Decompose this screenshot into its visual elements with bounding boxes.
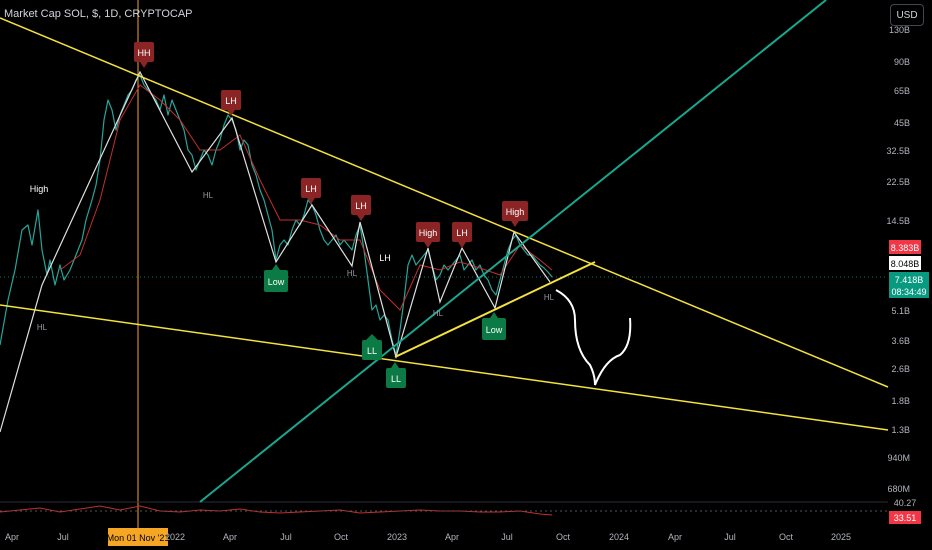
- price-axis-tick: 2.6B: [891, 364, 910, 374]
- svg-text:Low: Low: [486, 325, 503, 335]
- svg-text:LH: LH: [355, 201, 367, 211]
- time-axis-tick: 2023: [386, 532, 408, 542]
- rsi-value-top: 40.27: [894, 498, 917, 508]
- crosshair-date-bg: [108, 528, 168, 546]
- time-axis-tick: Apr: [667, 532, 683, 542]
- time-axis-tick: Apr: [222, 532, 238, 542]
- svg-text:LH: LH: [456, 228, 468, 238]
- time-axis-tick: Apr: [4, 532, 20, 542]
- time-axis-tick: Jul: [724, 532, 736, 542]
- price-axis-tick: 14.5B: [886, 216, 910, 226]
- rsi-value-current: 33.51: [894, 513, 917, 523]
- price-axis-tick: 1.8B: [891, 396, 910, 406]
- svg-text:High: High: [506, 207, 525, 217]
- marker-low-1: Low: [264, 264, 288, 292]
- moving-average-line: [59, 84, 553, 311]
- price-axis-tick: 22.5B: [886, 177, 910, 187]
- price-badge-upper-bg: [889, 240, 921, 254]
- price-line: [0, 74, 553, 356]
- price-badge-mid: 8.048B: [891, 259, 920, 269]
- label-lh-white: LH: [379, 253, 391, 263]
- svg-text:HH: HH: [138, 48, 151, 58]
- svg-text:LH: LH: [305, 184, 317, 194]
- marker-high-2: High: [502, 201, 528, 227]
- price-axis-tick: 45B: [893, 118, 910, 128]
- price-badge-upper: 8.383B: [891, 243, 920, 253]
- time-axis-tick: Jul: [57, 532, 69, 542]
- marker-lh-2: LH: [301, 178, 321, 204]
- svg-text:LL: LL: [367, 346, 377, 356]
- marker-low-2: Low: [482, 312, 506, 340]
- price-axis-tick: 32.5B: [886, 146, 910, 156]
- svg-text:LH: LH: [225, 96, 237, 106]
- price-axis-tick: 940M: [887, 453, 910, 463]
- short-support-trendline: [394, 261, 596, 358]
- price-badge-current-bg: [889, 272, 929, 298]
- label-hl-3: HL: [347, 269, 358, 278]
- marker-lh-3: LH: [351, 195, 371, 221]
- price-axis-tick: 680M: [887, 484, 910, 494]
- time-axis-tick: Jul: [501, 532, 513, 542]
- time-axis-tick: Oct: [333, 532, 349, 542]
- projection-drawing: [555, 289, 632, 386]
- time-axis-tick: Oct: [555, 532, 571, 542]
- price-axis-tick: 5.1B: [891, 306, 910, 316]
- marker-high-1: High: [416, 222, 440, 248]
- label-high-white: High: [30, 184, 49, 194]
- teal-trendline: [199, 0, 827, 503]
- price-badge-current: 7.418B: [895, 275, 924, 285]
- time-axis-tick: 2022: [164, 532, 186, 542]
- time-axis-tick: Apr: [444, 532, 460, 542]
- marker-ll-1: LL: [362, 334, 382, 360]
- label-hl-2: HL: [203, 191, 214, 200]
- svg-text:High: High: [419, 228, 438, 238]
- currency-button[interactable]: USD: [890, 4, 924, 26]
- price-axis-tick: 1.3B: [891, 425, 910, 435]
- price-badge-countdown: 08:34:49: [891, 287, 926, 297]
- price-axis-tick: 3.6B: [891, 336, 910, 346]
- svg-text:LL: LL: [391, 374, 401, 384]
- chart-title: Market Cap SOL, $, 1D, CRYPTOCAP: [4, 8, 193, 20]
- time-axis-tick: 2025: [830, 532, 852, 542]
- time-axis-tick: 2024: [608, 532, 630, 542]
- crosshair-date: Mon 01 Nov '21: [107, 533, 170, 543]
- price-axis-tick: 90B: [893, 57, 910, 67]
- marker-lh-1: LH: [221, 90, 241, 116]
- marker-ll-2: LL: [386, 362, 406, 388]
- svg-text:Low: Low: [268, 277, 285, 287]
- price-axis-tick: 130B: [888, 25, 910, 35]
- lower-trendline: [0, 304, 889, 431]
- marker-hh: HH: [134, 42, 154, 68]
- price-axis-tick: 65B: [893, 86, 910, 96]
- label-hl-1: HL: [37, 323, 48, 332]
- upper-trendline: [0, 17, 889, 388]
- label-hl-4: HL: [433, 309, 444, 318]
- label-hl-5: HL: [544, 293, 555, 302]
- marker-lh-4: LH: [452, 222, 472, 248]
- rsi-badge-bg: [889, 511, 921, 524]
- time-axis-tick: Oct: [778, 532, 794, 542]
- time-axis-tick: Jul: [280, 532, 292, 542]
- price-badge-mid-bg: [889, 256, 921, 270]
